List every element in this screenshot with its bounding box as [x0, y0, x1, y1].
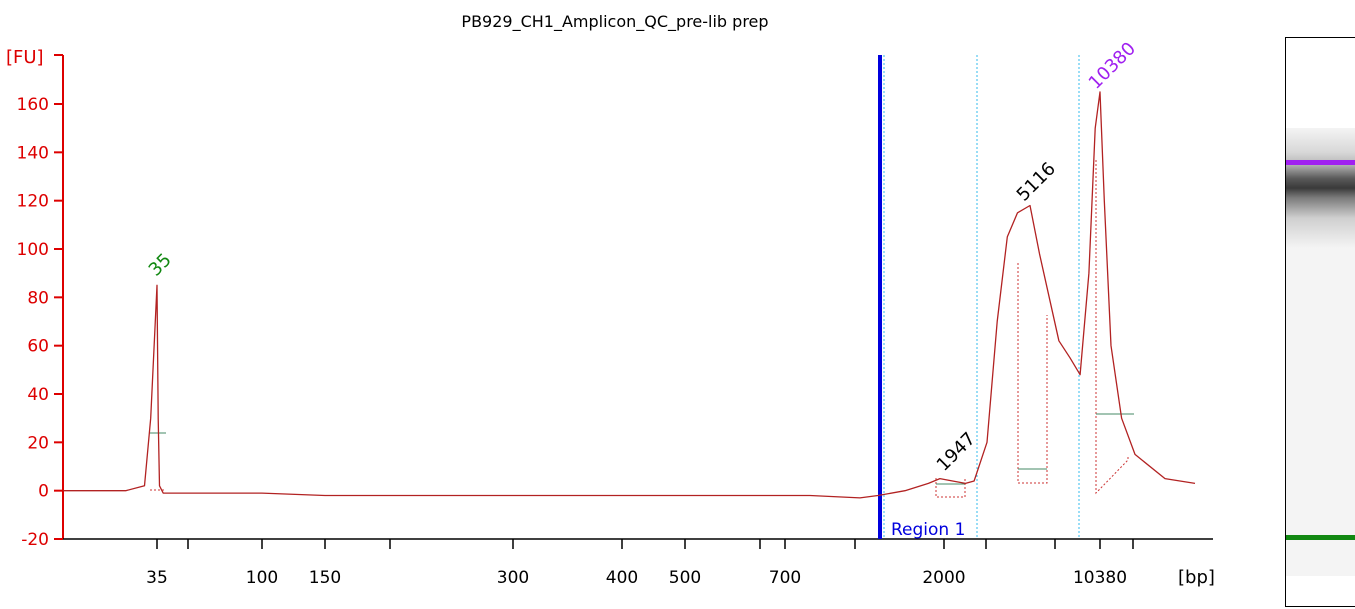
gel-smear — [1286, 128, 1355, 248]
region-label: Region 1 — [891, 520, 965, 540]
y-tick-label: 140 — [17, 143, 49, 163]
y-axis-label: [FU] — [6, 47, 44, 68]
x-tick-label: 100 — [246, 568, 278, 588]
electropherogram-chart: PB929_CH1_Amplicon_QC_pre-lib prep -20 0 2… — [6, 12, 1215, 588]
chart-title: PB929_CH1_Amplicon_QC_pre-lib prep — [461, 12, 768, 32]
peak-box-5116 — [1017, 263, 1048, 484]
peak-label: 35 — [145, 249, 176, 280]
x-tick-label: 300 — [497, 568, 529, 588]
y-tick-label: 80 — [27, 288, 49, 308]
x-tick-label: 150 — [309, 568, 341, 588]
peak-fills — [150, 160, 1134, 498]
x-tick-label: 35 — [146, 568, 168, 588]
peak-label: 10380 — [1085, 38, 1140, 93]
gel-image — [1285, 37, 1355, 607]
peak-label: 1947 — [933, 428, 980, 475]
x-axis-label: [bp] — [1178, 567, 1215, 588]
x-tick-label: 2000 — [922, 568, 965, 588]
y-tick-label: 60 — [27, 337, 49, 357]
y-tick-label: -20 — [21, 530, 49, 550]
upper-marker-band — [1286, 160, 1355, 165]
x-tick-label: 400 — [606, 568, 638, 588]
y-tick-label: 120 — [17, 192, 49, 212]
y-tick-label: 0 — [38, 482, 49, 502]
lower-marker-band — [1286, 535, 1355, 540]
y-tick-label: 40 — [27, 385, 49, 405]
y-tick-label: 20 — [27, 433, 49, 453]
y-tick-label: 160 — [17, 95, 49, 115]
x-tick-label: 10380 — [1073, 568, 1127, 588]
peak-box-1947 — [935, 478, 966, 498]
peak-labels: 35 1947 5116 10380 — [145, 38, 1140, 475]
trace-group — [63, 91, 1196, 499]
gel-lane — [1286, 128, 1355, 576]
axes: -20 0 20 40 60 80 100 120 140 160 35 100 150 300 400 50… — [17, 54, 1213, 588]
y-tick-label: 100 — [17, 240, 49, 260]
x-tick-label: 500 — [669, 568, 701, 588]
guide-lines — [878, 55, 1080, 539]
peak-box-10380 — [1095, 160, 1129, 495]
peak-label: 5116 — [1013, 158, 1060, 205]
x-tick-label: 700 — [769, 568, 801, 588]
trace-line — [63, 91, 1196, 499]
